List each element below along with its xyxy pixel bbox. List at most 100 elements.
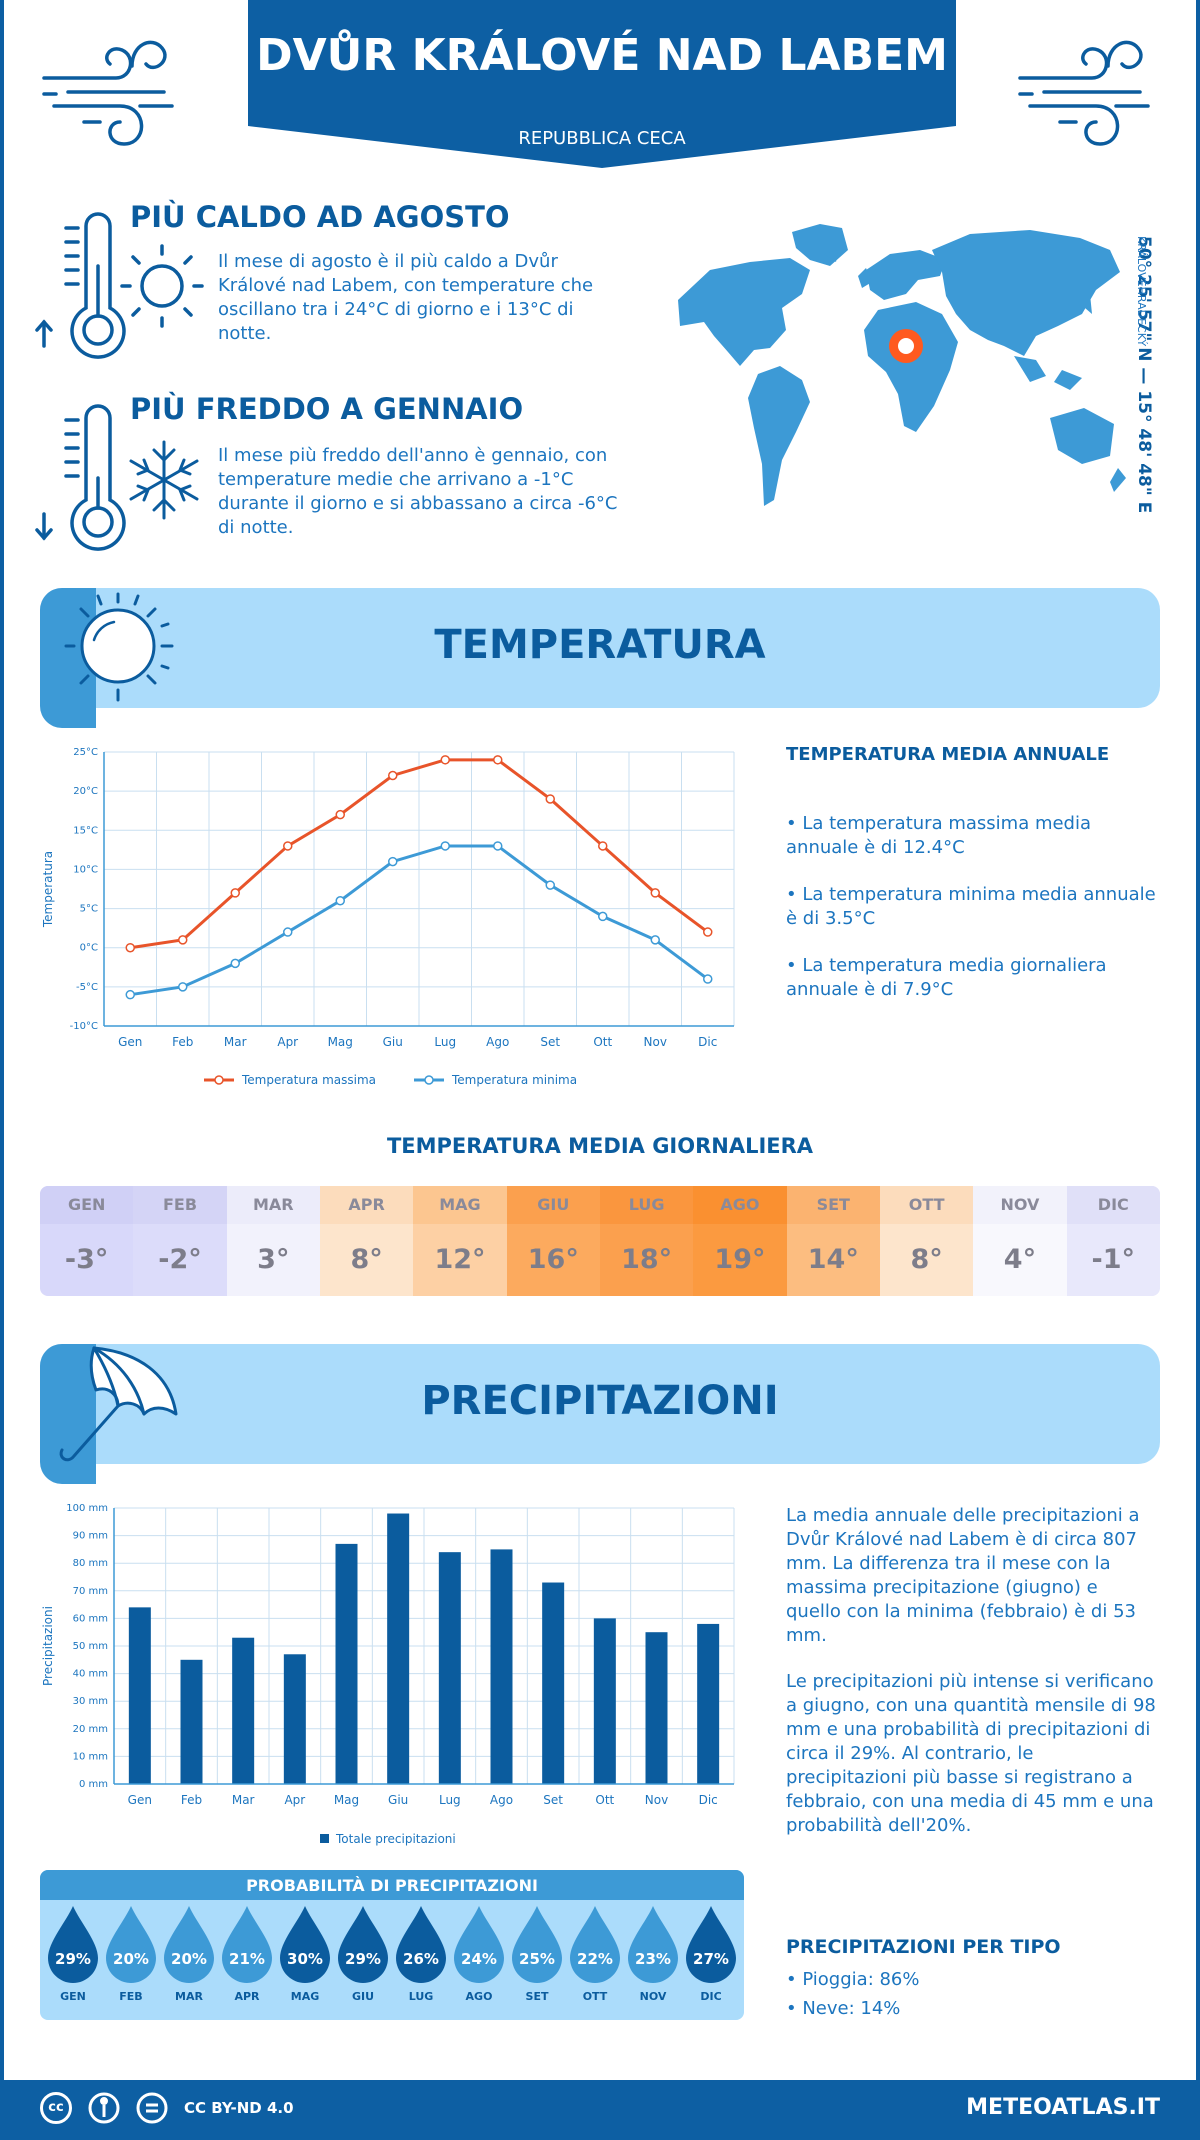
raindrop-shape <box>280 1906 330 1983</box>
daily-temp-month: MAR <box>226 1186 320 1224</box>
precipitation-chart: 0 mm 10 mm 20 mm 30 mm 40 mm 50 mm 60 mm 70 mm 8… <box>41 1503 735 1846</box>
precip-bar <box>180 1659 203 1784</box>
raindrop-shape <box>164 1906 214 1983</box>
daily-temp-cell: LUG 18° <box>599 1186 694 1296</box>
temperature-point <box>650 888 660 898</box>
temperature-y-tick: 0°C <box>80 943 98 954</box>
temperature-y-tick: 5°C <box>80 904 98 915</box>
temperature-point <box>125 989 135 1000</box>
cold-text: Il mese più freddo dell'anno è gennaio, … <box>218 445 618 538</box>
temperature-point <box>230 888 240 898</box>
daily-temp-month: FEB <box>133 1186 227 1224</box>
precip-y-label: Precipitazioni <box>41 1606 55 1686</box>
precip-bar <box>697 1623 720 1784</box>
probability-month: MAR <box>175 1990 203 2003</box>
region-label: KRÁLOVÉHRADECKÝ <box>1135 236 1148 347</box>
legend-swatch <box>320 1834 329 1843</box>
probability-month: APR <box>234 1990 260 2003</box>
temperature-y-tick: 25°C <box>73 747 98 758</box>
temperature-x-tick: Nov <box>644 1035 667 1049</box>
precip-y-tick: 30 mm <box>73 1696 108 1707</box>
daily-temp-month: APR <box>319 1186 414 1224</box>
raindrop-shape <box>338 1906 388 1983</box>
precipitation-banner-bg <box>40 1344 1160 1464</box>
sun-icon <box>64 592 174 702</box>
thermometer-cold-icon <box>35 404 199 551</box>
precip-bar <box>335 1543 358 1784</box>
temperature-x-tick: Ott <box>593 1035 612 1049</box>
precip-x-tick: Dic <box>699 1793 718 1807</box>
precip-x-tick: Giu <box>388 1793 408 1807</box>
cc-icon[interactable]: cc <box>40 2092 72 2124</box>
daily-temp-cell: SET 14° <box>786 1186 880 1296</box>
temperature-banner: TEMPERATURA <box>40 588 1160 728</box>
temperature-y-tick: 10°C <box>73 864 98 875</box>
probability-value: 26% <box>403 1950 439 1968</box>
location-marker-icon <box>889 329 923 363</box>
daily-temp-cell: MAG 12° <box>413 1186 507 1296</box>
daily-temp-month: GIU <box>506 1186 600 1224</box>
probability-month: GEN <box>60 1990 86 2003</box>
precip-summary: La media annuale delle precipitazioni a … <box>786 1505 1140 1646</box>
precip-y-tick: 50 mm <box>73 1641 108 1652</box>
daily-temp-value: 18° <box>621 1244 673 1275</box>
probability-value: 20% <box>113 1950 149 1968</box>
raindrop-icon: 24% <box>454 1906 504 1983</box>
temperature-point <box>283 841 293 851</box>
raindrop-icon: 30% <box>280 1906 330 1983</box>
precip-details: Le precipitazioni più intense si verific… <box>786 1671 1156 1836</box>
precip-bar <box>283 1654 306 1784</box>
temperature-x-tick: Apr <box>277 1035 298 1049</box>
annual-temp-bullet: • La temperatura media giornaliera annua… <box>786 955 1107 1000</box>
precip-y-tick: 0 mm <box>79 1779 108 1790</box>
raindrop-shape <box>222 1906 272 1983</box>
precip-x-tick: Gen <box>128 1793 152 1807</box>
temperature-banner-title: TEMPERATURA <box>434 622 766 668</box>
temperature-point <box>703 927 713 937</box>
temperature-point <box>283 927 293 937</box>
probability-month: OTT <box>582 1990 608 2003</box>
daily-temp-cell: AGO 19° <box>693 1186 787 1296</box>
daily-temp-value: -1° <box>1091 1244 1136 1275</box>
precipitation-banner: PRECIPITAZIONI <box>40 1344 1160 1484</box>
precip-bar <box>128 1607 151 1784</box>
temperature-point <box>335 895 345 906</box>
license-text[interactable]: CC BY-ND 4.0 <box>184 2099 294 2117</box>
raindrop-icon: 20% <box>164 1906 214 1983</box>
attribution-icon[interactable] <box>88 2092 120 2124</box>
daily-temp-cell: FEB -2° <box>133 1186 227 1296</box>
temperature-x-tick: Ago <box>486 1035 509 1049</box>
precip-y-tick: 40 mm <box>73 1669 108 1680</box>
raindrop-icon: 23% <box>628 1906 678 1983</box>
daily-temp-value: -3° <box>64 1244 109 1275</box>
raindrop-shape <box>570 1906 620 1983</box>
temperature-y-label: Temperatura <box>41 851 55 928</box>
temperature-point <box>493 841 503 851</box>
daily-temp-value: 19° <box>714 1244 766 1275</box>
precip-x-tick: Nov <box>645 1793 668 1807</box>
probability-value: 29% <box>55 1950 91 1968</box>
daily-temp-value: 8° <box>350 1244 383 1275</box>
daily-temp-month: AGO <box>693 1186 787 1224</box>
temperature-point <box>440 755 450 765</box>
raindrop-shape <box>686 1906 736 1983</box>
temperature-point <box>230 958 240 969</box>
annual-temp-title: TEMPERATURA MEDIA ANNUALE <box>786 744 1110 765</box>
temperature-point <box>598 911 608 922</box>
precip-y-tick: 60 mm <box>73 1613 108 1624</box>
daily-temp-value: 8° <box>910 1244 943 1275</box>
daily-temp-cell: GEN -3° <box>40 1186 134 1296</box>
probability-month: FEB <box>119 1990 143 2003</box>
raindrop-shape <box>628 1906 678 1983</box>
temperature-point <box>178 982 188 992</box>
precip-bar <box>542 1582 565 1784</box>
site-link[interactable]: METEOATLAS.IT <box>966 2095 1160 2120</box>
precip-bar <box>645 1632 668 1784</box>
precip-y-tick: 100 mm <box>66 1503 108 1514</box>
temperature-x-tick: Mag <box>328 1035 353 1049</box>
no-derivatives-icon[interactable] <box>136 2092 168 2124</box>
precip-y-tick: 90 mm <box>73 1531 108 1542</box>
probability-value: 29% <box>345 1950 381 1968</box>
daily-temp-table: GEN -3° FEB -2° MAR 3° APR 8° MAG 12° GIU 16° LUG 18°… <box>40 1186 1160 1296</box>
daily-temp-month: DIC <box>1066 1186 1160 1224</box>
